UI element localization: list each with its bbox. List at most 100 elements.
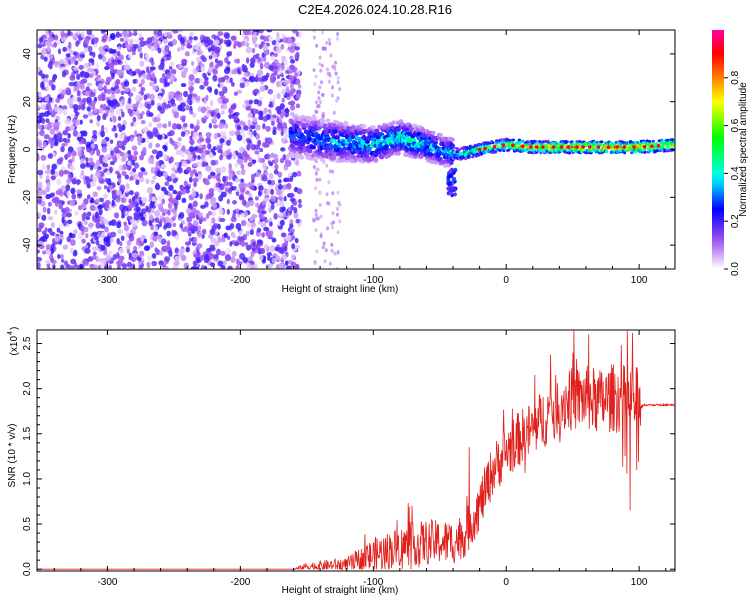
heatmap-cell <box>219 250 226 257</box>
heatmap-cell <box>157 47 162 54</box>
heatmap-cell <box>46 41 52 46</box>
heatmap-cell <box>193 181 197 188</box>
heatmap-cell <box>113 85 120 90</box>
heatmap-cell <box>108 185 113 191</box>
heatmap-cell <box>90 100 96 106</box>
heatmap-cell <box>193 36 198 41</box>
heatmap-cell <box>149 66 156 71</box>
heatmap-cell <box>69 165 76 171</box>
heatmap-cell <box>217 60 224 67</box>
heatmap-cell <box>258 255 264 261</box>
heatmap-cell <box>44 169 51 175</box>
heatmap-cell <box>244 99 251 105</box>
heatmap-cell <box>105 106 111 111</box>
heatmap-cell <box>261 232 265 238</box>
heatmap-cell <box>241 132 246 138</box>
heatmap-cell <box>242 103 247 109</box>
heatmap-cell <box>312 165 316 169</box>
y-tick-label: 0.0 <box>22 562 33 576</box>
heatmap-cell <box>103 237 110 243</box>
heatmap-cell <box>199 77 205 84</box>
heatmap-cell <box>222 99 227 106</box>
heatmap-cell <box>51 259 57 265</box>
heatmap-cell <box>148 157 154 164</box>
heatmap-cell <box>242 183 248 189</box>
heatmap-cell <box>84 247 91 254</box>
heatmap-cell <box>180 70 187 76</box>
heatmap-cell <box>263 226 270 232</box>
heatmap-cell <box>237 41 242 48</box>
heatmap-cell <box>263 142 268 148</box>
heatmap-cell <box>319 214 323 219</box>
heatmap-cell <box>61 70 67 78</box>
heatmap-cell <box>141 86 146 92</box>
heatmap-cell <box>192 131 199 137</box>
heatmap-cell <box>42 250 47 255</box>
heatmap-cell <box>221 86 228 93</box>
heatmap-cell <box>249 133 253 140</box>
heatmap-cell <box>156 122 163 129</box>
heatmap-cell <box>307 149 313 154</box>
heatmap-cell <box>40 154 47 161</box>
heatmap-cell <box>45 174 50 181</box>
heatmap-cell <box>85 161 89 167</box>
heatmap-cell <box>292 137 297 142</box>
heatmap-cell <box>196 231 202 238</box>
heatmap-cell <box>71 177 77 185</box>
heatmap-cell <box>403 151 409 157</box>
x-axis-label: Height of straight line (km) <box>282 585 399 596</box>
heatmap-cell <box>404 127 410 132</box>
heatmap-cell <box>51 84 56 91</box>
heatmap-cell <box>289 46 296 54</box>
heatmap-cell <box>178 211 185 219</box>
heatmap-cell <box>218 122 225 130</box>
heatmap-cell <box>254 244 261 251</box>
heatmap-cell <box>66 191 71 197</box>
heatmap-cell <box>125 245 131 250</box>
heatmap-cell <box>146 130 152 137</box>
heatmap-cell <box>58 169 64 177</box>
heatmap-cell <box>89 164 94 171</box>
heatmap-cell <box>269 245 276 253</box>
heatmap-cell <box>102 251 108 256</box>
heatmap-cell <box>245 46 252 54</box>
heatmap-cell <box>208 192 215 197</box>
heatmap-cell <box>275 37 281 42</box>
heatmap-cell <box>568 151 572 155</box>
heatmap-cell <box>322 241 326 246</box>
heatmap-cell <box>149 93 155 101</box>
heatmap-cell <box>228 163 232 170</box>
heatmap-cell <box>50 222 55 229</box>
heatmap-cell <box>230 256 236 263</box>
heatmap-cell <box>483 151 487 155</box>
heatmap-cell <box>241 63 246 70</box>
heatmap-cell <box>128 54 133 59</box>
heatmap-cell <box>292 200 298 207</box>
heatmap-cell <box>100 231 106 239</box>
heatmap-cell <box>46 164 51 171</box>
heatmap-cell <box>157 203 164 210</box>
heatmap-cell <box>391 120 397 125</box>
heatmap-cell <box>534 145 539 149</box>
spectrogram-heatmap <box>37 30 675 269</box>
heatmap-cell <box>98 208 103 216</box>
heatmap-cell <box>133 173 138 181</box>
heatmap-cell <box>546 139 550 143</box>
heatmap-cell <box>230 231 235 238</box>
heatmap-cell <box>276 32 280 39</box>
heatmap-cell <box>179 185 185 192</box>
heatmap-cell <box>371 137 376 142</box>
heatmap-cell <box>61 89 67 96</box>
heatmap-cell <box>448 169 453 174</box>
heatmap-cell <box>249 185 255 190</box>
heatmap-cell <box>225 225 231 231</box>
heatmap-cell <box>177 250 184 257</box>
heatmap-cell <box>252 117 258 123</box>
heatmap-cell <box>250 124 256 130</box>
heatmap-cell <box>212 68 218 75</box>
heatmap-cell <box>187 153 193 161</box>
heatmap-cell <box>214 39 220 45</box>
heatmap-cell <box>71 193 77 200</box>
heatmap-cell <box>179 223 184 229</box>
heatmap-cell <box>589 149 593 153</box>
